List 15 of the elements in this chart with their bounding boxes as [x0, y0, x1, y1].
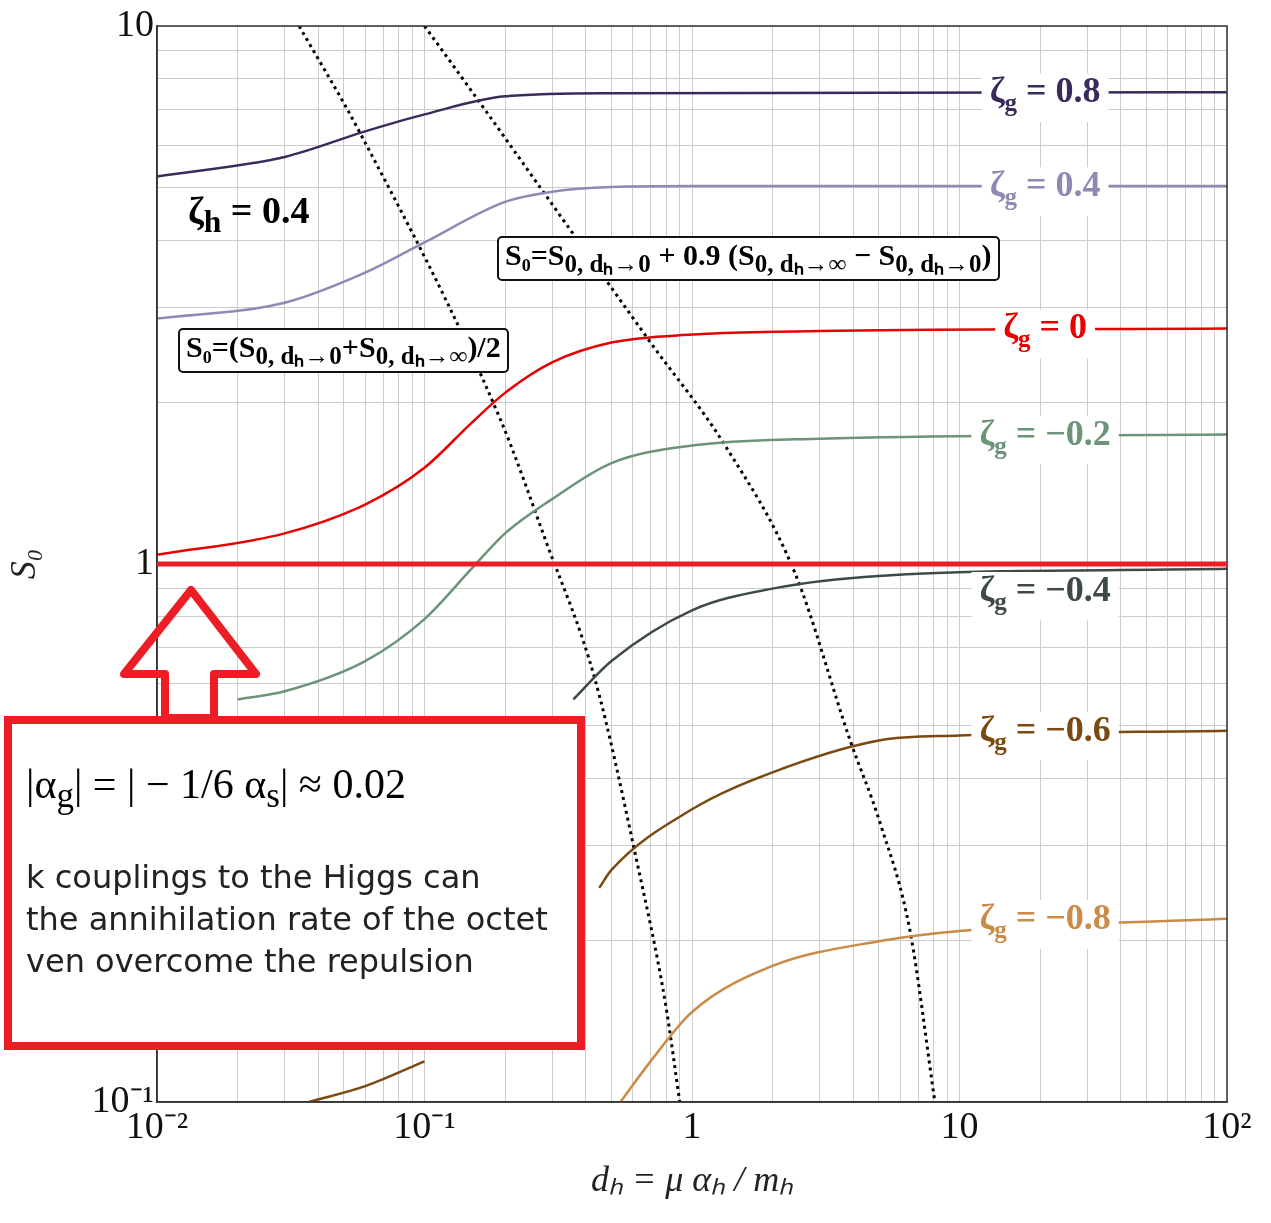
x-tick-label: 10 — [940, 1103, 979, 1146]
annotation: |α$_{g}$| = | − 1/6 α$_{s}$| ≈ 0.02 — [26, 760, 407, 817]
annotation: ζ$_{h}$ = 0.4 — [188, 188, 310, 240]
y-tick-label: 10 — [116, 1, 154, 44]
y-tick-label: 1 — [135, 539, 154, 582]
x-axis-title: dₕ = μ αₕ / mₕ — [590, 1158, 795, 1199]
annotation: k couplings to the Higgs can — [26, 857, 482, 899]
annotation: S₀=(S$_{0, dₕ→0}$+S$_{0, dₕ→∞}$)/2 — [178, 328, 509, 373]
x-tick-label: 1 — [682, 1103, 702, 1146]
x-tick-label: 10⁻¹ — [393, 1103, 456, 1146]
y-axis-title: S₀ — [3, 548, 44, 580]
annotation: ven overcome the repulsion — [26, 941, 475, 983]
annotation: S₀=S$_{0, dₕ→0}$ + 0.9 (S$_{0, dₕ→∞}$ − S$_{0, dₕ→0}$) — [497, 236, 1000, 281]
annotation: the annihilation rate of the octet — [26, 899, 549, 941]
x-tick-label: 10² — [1202, 1103, 1252, 1146]
